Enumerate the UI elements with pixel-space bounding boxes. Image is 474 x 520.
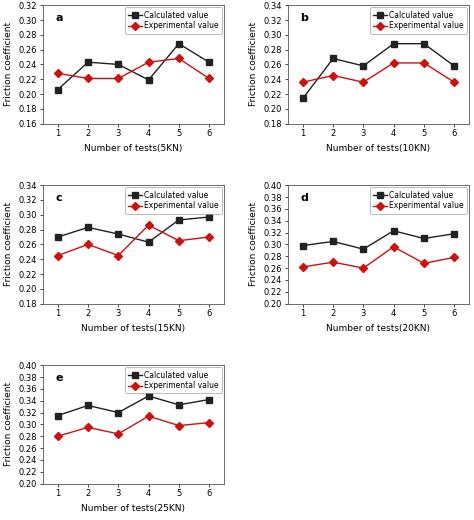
- Calculated value: [146, 239, 151, 245]
- Calculated value: [176, 217, 182, 223]
- Calculated value: [300, 242, 306, 249]
- Experimental value: [55, 252, 61, 258]
- Experimental value: [206, 420, 212, 426]
- Calculated value: [391, 41, 396, 47]
- Calculated value: [55, 412, 61, 419]
- Text: d: d: [301, 193, 308, 203]
- Experimental value: [85, 424, 91, 431]
- Line: Experimental value: Experimental value: [300, 244, 457, 271]
- Legend: Calculated value, Experimental value: Calculated value, Experimental value: [125, 7, 222, 33]
- Legend: Calculated value, Experimental value: Calculated value, Experimental value: [370, 7, 467, 33]
- Line: Experimental value: Experimental value: [300, 60, 457, 85]
- Calculated value: [361, 246, 366, 252]
- Calculated value: [85, 59, 91, 66]
- Experimental value: [421, 60, 427, 66]
- Calculated value: [330, 238, 336, 244]
- Calculated value: [421, 41, 427, 47]
- Legend: Calculated value, Experimental value: Calculated value, Experimental value: [125, 188, 222, 214]
- Line: Experimental value: Experimental value: [55, 223, 212, 258]
- Experimental value: [85, 241, 91, 248]
- Calculated value: [361, 63, 366, 69]
- Calculated value: [330, 55, 336, 61]
- Experimental value: [206, 75, 212, 82]
- Experimental value: [361, 265, 366, 271]
- Calculated value: [206, 214, 212, 220]
- Y-axis label: Friction coefficient: Friction coefficient: [4, 382, 13, 466]
- Text: e: e: [55, 373, 63, 383]
- Calculated value: [55, 234, 61, 240]
- Y-axis label: Friction coefficient: Friction coefficient: [249, 22, 258, 107]
- Experimental value: [300, 79, 306, 85]
- Experimental value: [421, 260, 427, 266]
- Calculated value: [206, 396, 212, 402]
- Experimental value: [116, 75, 121, 82]
- Text: c: c: [55, 193, 62, 203]
- Calculated value: [451, 231, 457, 237]
- Calculated value: [55, 86, 61, 93]
- Calculated value: [176, 402, 182, 408]
- Experimental value: [146, 222, 151, 228]
- Line: Calculated value: Calculated value: [55, 214, 212, 245]
- Calculated value: [146, 393, 151, 399]
- Experimental value: [116, 252, 121, 258]
- X-axis label: Number of tests(5KN): Number of tests(5KN): [84, 144, 182, 153]
- Experimental value: [146, 413, 151, 419]
- Calculated value: [451, 63, 457, 69]
- Experimental value: [451, 79, 457, 85]
- Calculated value: [391, 228, 396, 234]
- Line: Experimental value: Experimental value: [55, 413, 212, 439]
- Calculated value: [85, 224, 91, 230]
- Legend: Calculated value, Experimental value: Calculated value, Experimental value: [125, 368, 222, 394]
- Experimental value: [116, 431, 121, 437]
- Calculated value: [421, 236, 427, 242]
- Line: Calculated value: Calculated value: [300, 41, 457, 101]
- Experimental value: [146, 59, 151, 66]
- Experimental value: [206, 234, 212, 240]
- Line: Calculated value: Calculated value: [55, 41, 212, 93]
- Experimental value: [55, 433, 61, 439]
- Experimental value: [300, 264, 306, 270]
- X-axis label: Number of tests(20KN): Number of tests(20KN): [327, 324, 430, 333]
- Y-axis label: Friction coefficient: Friction coefficient: [4, 22, 13, 107]
- Y-axis label: Friction coefficient: Friction coefficient: [249, 202, 258, 287]
- Calculated value: [116, 409, 121, 415]
- Experimental value: [55, 70, 61, 76]
- Calculated value: [206, 59, 212, 66]
- Experimental value: [176, 55, 182, 61]
- Calculated value: [85, 402, 91, 409]
- X-axis label: Number of tests(25KN): Number of tests(25KN): [82, 504, 185, 513]
- Experimental value: [391, 244, 396, 250]
- Legend: Calculated value, Experimental value: Calculated value, Experimental value: [370, 188, 467, 214]
- Line: Calculated value: Calculated value: [55, 393, 212, 418]
- Calculated value: [146, 77, 151, 83]
- Calculated value: [300, 95, 306, 101]
- X-axis label: Number of tests(10KN): Number of tests(10KN): [327, 144, 430, 153]
- Experimental value: [85, 75, 91, 82]
- Experimental value: [176, 238, 182, 244]
- Text: b: b: [301, 14, 308, 23]
- Calculated value: [116, 231, 121, 237]
- Experimental value: [361, 79, 366, 85]
- Calculated value: [116, 61, 121, 68]
- Line: Experimental value: Experimental value: [55, 56, 212, 81]
- Y-axis label: Friction coefficient: Friction coefficient: [4, 202, 13, 287]
- Experimental value: [391, 60, 396, 66]
- Experimental value: [176, 422, 182, 428]
- Calculated value: [176, 41, 182, 47]
- Experimental value: [330, 259, 336, 265]
- Text: a: a: [55, 14, 63, 23]
- Line: Calculated value: Calculated value: [300, 228, 457, 252]
- X-axis label: Number of tests(15KN): Number of tests(15KN): [82, 324, 185, 333]
- Experimental value: [330, 72, 336, 79]
- Experimental value: [451, 254, 457, 261]
